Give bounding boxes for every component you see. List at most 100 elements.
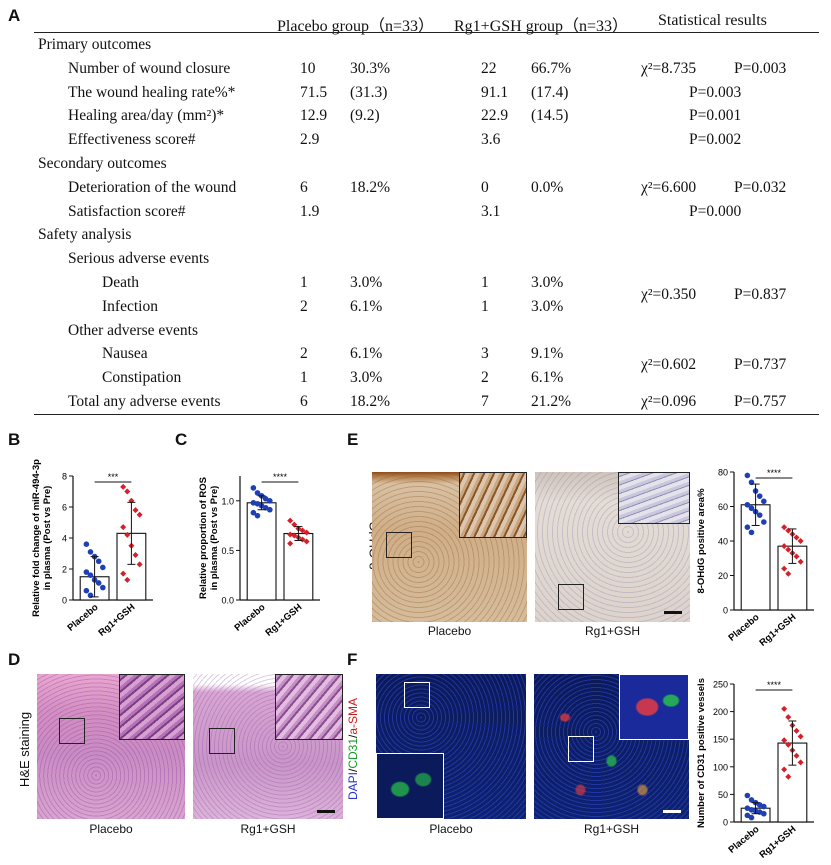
data-point bbox=[267, 506, 273, 513]
table-cell-rg1-pct: 3.0% bbox=[531, 274, 564, 291]
data-point bbox=[748, 529, 755, 536]
panel-letter-b: B bbox=[8, 430, 21, 449]
table-cell-rg1-pct: 0.0% bbox=[531, 178, 564, 196]
data-point bbox=[761, 810, 767, 817]
table-row-label: Number of wound closure bbox=[68, 59, 231, 77]
y-axis-label: in plasma (Post vs Pre) bbox=[42, 486, 53, 591]
if-rg1-inset bbox=[619, 674, 689, 740]
data-point bbox=[287, 540, 294, 547]
table-cell-placebo-pct: 18.2% bbox=[350, 178, 391, 196]
table-cell-placebo-n: 1 bbox=[300, 369, 308, 387]
x-category-label: Rg1+GSH bbox=[96, 602, 137, 639]
table-cell-placebo-n: 10 bbox=[300, 59, 316, 77]
table-row-label: Death bbox=[102, 274, 140, 291]
he-scale-bar bbox=[317, 810, 335, 813]
e-caption-rg1: Rg1+GSH bbox=[584, 624, 641, 638]
data-point bbox=[83, 541, 90, 547]
data-point bbox=[83, 587, 90, 594]
table-row-label: Other adverse events bbox=[68, 321, 198, 339]
y-tick-label: 0 bbox=[723, 818, 728, 828]
table-row-label: Serious adverse events bbox=[68, 250, 210, 268]
data-point bbox=[291, 532, 298, 539]
panel-letter-e: E bbox=[347, 430, 359, 449]
table-cell-placebo-pct: 3.0% bbox=[350, 274, 383, 291]
table-cell-rg1-pct: 3.0% bbox=[531, 297, 564, 315]
table-cell-rg1-n: 7 bbox=[481, 393, 489, 410]
table-row-label: Deterioration of the wound bbox=[68, 178, 237, 196]
data-point bbox=[83, 569, 90, 575]
y-axis-label: in plasma (Post vs Pre) bbox=[209, 486, 220, 591]
d-side-label: H&E staining bbox=[17, 711, 33, 788]
data-point bbox=[120, 570, 127, 577]
he-placebo-inset bbox=[119, 674, 185, 740]
data-point bbox=[744, 792, 751, 799]
y-tick-label: 0.0 bbox=[221, 596, 234, 606]
table-cell-rg1-n: 0 bbox=[481, 178, 489, 196]
x-category-label: Rg1+GSH bbox=[757, 824, 798, 861]
chart-f: 0 50 100 150 200 250 Number of CD31 positive v… bbox=[696, 678, 814, 861]
merged-chi-serious: χ²=0.350 bbox=[641, 286, 697, 303]
data-point bbox=[797, 759, 804, 766]
data-point bbox=[785, 570, 792, 577]
significance-label: *** bbox=[108, 472, 119, 482]
data-point bbox=[797, 538, 804, 544]
table-row-label: Secondary outcomes bbox=[38, 155, 167, 172]
data-point bbox=[793, 727, 800, 734]
data-point bbox=[124, 531, 131, 538]
table-cell-chi: χ²=6.600 bbox=[641, 178, 697, 196]
he-rg1-image bbox=[193, 674, 343, 819]
if-rg1-roi bbox=[568, 736, 594, 762]
panel-letter-d: D bbox=[8, 650, 21, 669]
y-tick-label: 0 bbox=[62, 596, 67, 606]
table-cell-placebo-n: 71.5 bbox=[300, 83, 328, 101]
data-point bbox=[287, 517, 294, 524]
he-rg1-inset bbox=[275, 674, 343, 740]
table-cell-chi: χ²=8.735 bbox=[641, 59, 697, 77]
table-row-label: Effectiveness score# bbox=[68, 131, 196, 149]
data-point bbox=[744, 501, 751, 508]
data-point bbox=[124, 576, 131, 583]
he-rg1-roi bbox=[209, 728, 235, 754]
table-cell-placebo-pct: 6.1% bbox=[350, 345, 383, 363]
data-point bbox=[287, 531, 294, 538]
table-cell-rg1-pct: 21.2% bbox=[531, 393, 572, 410]
data-point bbox=[781, 737, 788, 744]
table-cell-rg1-n: 2 bbox=[481, 369, 489, 387]
ihc-placebo-image bbox=[372, 472, 527, 622]
data-point bbox=[124, 488, 131, 495]
table-row-label: Infection bbox=[102, 297, 158, 315]
x-category-label: Rg1+GSH bbox=[757, 612, 798, 649]
y-tick-label: 6 bbox=[62, 503, 67, 513]
f-label-slash-2: / bbox=[346, 734, 361, 738]
y-tick-label: 1.0 bbox=[221, 496, 234, 506]
if-rg1-image bbox=[534, 674, 689, 819]
if-scale-bar bbox=[663, 810, 681, 813]
data-point bbox=[291, 521, 298, 528]
table-top-rule bbox=[34, 32, 819, 34]
header-stats: Statistical results bbox=[658, 12, 767, 29]
table-cell-p: P=0.757 bbox=[734, 393, 787, 410]
data-point bbox=[761, 803, 767, 810]
data-point bbox=[793, 752, 800, 759]
data-point bbox=[785, 773, 792, 780]
data-point bbox=[781, 705, 788, 712]
x-category-label: Placebo bbox=[727, 824, 762, 856]
ihc-rg1-inset bbox=[618, 472, 690, 524]
data-point bbox=[781, 524, 788, 531]
x-category-label: Placebo bbox=[233, 602, 268, 634]
significance-label: **** bbox=[767, 680, 782, 690]
table-cell-rg1-pct: 6.1% bbox=[531, 369, 564, 387]
table-row-label: The wound healing rate%* bbox=[68, 83, 236, 101]
data-point bbox=[756, 512, 763, 518]
table-cell-chi: χ²=0.096 bbox=[641, 393, 697, 410]
d-caption-placebo: Placebo bbox=[89, 822, 133, 836]
ihc-placebo-roi bbox=[386, 532, 412, 558]
f-label-cd31: CD31 bbox=[346, 737, 361, 769]
y-tick-label: 60 bbox=[718, 502, 728, 512]
table-cell-rg1-n: 22 bbox=[481, 59, 497, 77]
table-cell-placebo-pct: (31.3) bbox=[350, 83, 388, 101]
table-cell-rg1-pct: 9.1% bbox=[531, 345, 564, 363]
table-cell-rg1-n: 3.6 bbox=[481, 131, 501, 149]
data-point bbox=[250, 485, 257, 491]
y-axis-label: Relative fold change of miR-494-3p bbox=[31, 459, 42, 617]
